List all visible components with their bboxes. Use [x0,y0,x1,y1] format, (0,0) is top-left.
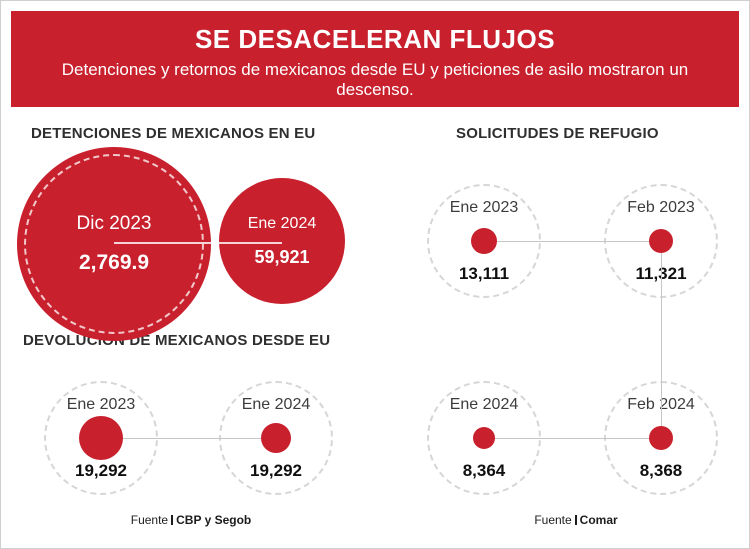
data-dot-refugio-ene-2023 [471,228,497,254]
bubble-value: 59,921 [254,246,310,267]
data-dot-refugio-feb-2024 [649,426,673,450]
source-footer-left: Fuente CBP y Segob [91,513,291,527]
station-value: 8,364 [462,461,506,480]
bubble-label: Dic 2023 [76,213,152,234]
connector-line-detenciones [114,242,282,244]
page-title: SE DESACELERAN FLUJOS [194,24,556,54]
connector-line-devolucion [101,438,276,439]
divider-bar [574,515,577,525]
data-dot-refugio-feb-2023 [649,229,673,253]
heading-refugio: SOLICITUDES DE REFUGIO [456,125,659,142]
connector-line-refugio-top [484,241,661,242]
divider-bar [171,515,174,525]
station-value: 13,111 [458,264,510,283]
source-name: CBP y Segob [176,513,252,527]
station-value: 8,368 [639,461,683,480]
source-prefix: Fuente [130,513,169,527]
station-label: Feb 2023 [627,199,695,216]
heading-devolucion: DEVOLUCIÓN DE MEXICANOS DESDE EU [23,332,331,349]
connector-line-refugio-bottom [484,438,661,439]
data-dot-devolucion-ene-2024 [261,423,291,453]
station-label: Ene 2024 [449,396,519,413]
station-label: Ene 2023 [449,199,519,216]
station-value: 19,292 [250,461,302,480]
header-banner: SE DESACELERAN FLUJOS Detenciones y reto… [11,11,739,107]
station-value: 19,292 [75,461,127,480]
station-label: Ene 2024 [241,396,311,413]
connector-line-refugio-vertical [661,241,662,438]
station-label: Ene 2023 [66,396,136,413]
data-dot-devolucion-ene-2023 [79,416,123,460]
source-name: Comar [579,513,618,527]
source-prefix: Fuente [534,513,572,527]
bubble-dic-2023: Dic 2023 2,769.9 [17,147,211,341]
page-subtitle: Detenciones y retornos de mexicanos desd… [61,60,689,100]
heading-detenciones: DETENCIONES DE MEXICANOS EN EU [31,125,316,142]
data-dot-refugio-ene-2024 [473,427,495,449]
bubble-label: Ene 2024 [247,214,317,232]
bubble-value: 2,769.9 [78,251,150,274]
source-footer-right: Fuente Comar [476,513,676,527]
station-label: Feb 2024 [627,396,695,413]
bubble-ene-2024: Ene 2024 59,921 [219,178,345,304]
